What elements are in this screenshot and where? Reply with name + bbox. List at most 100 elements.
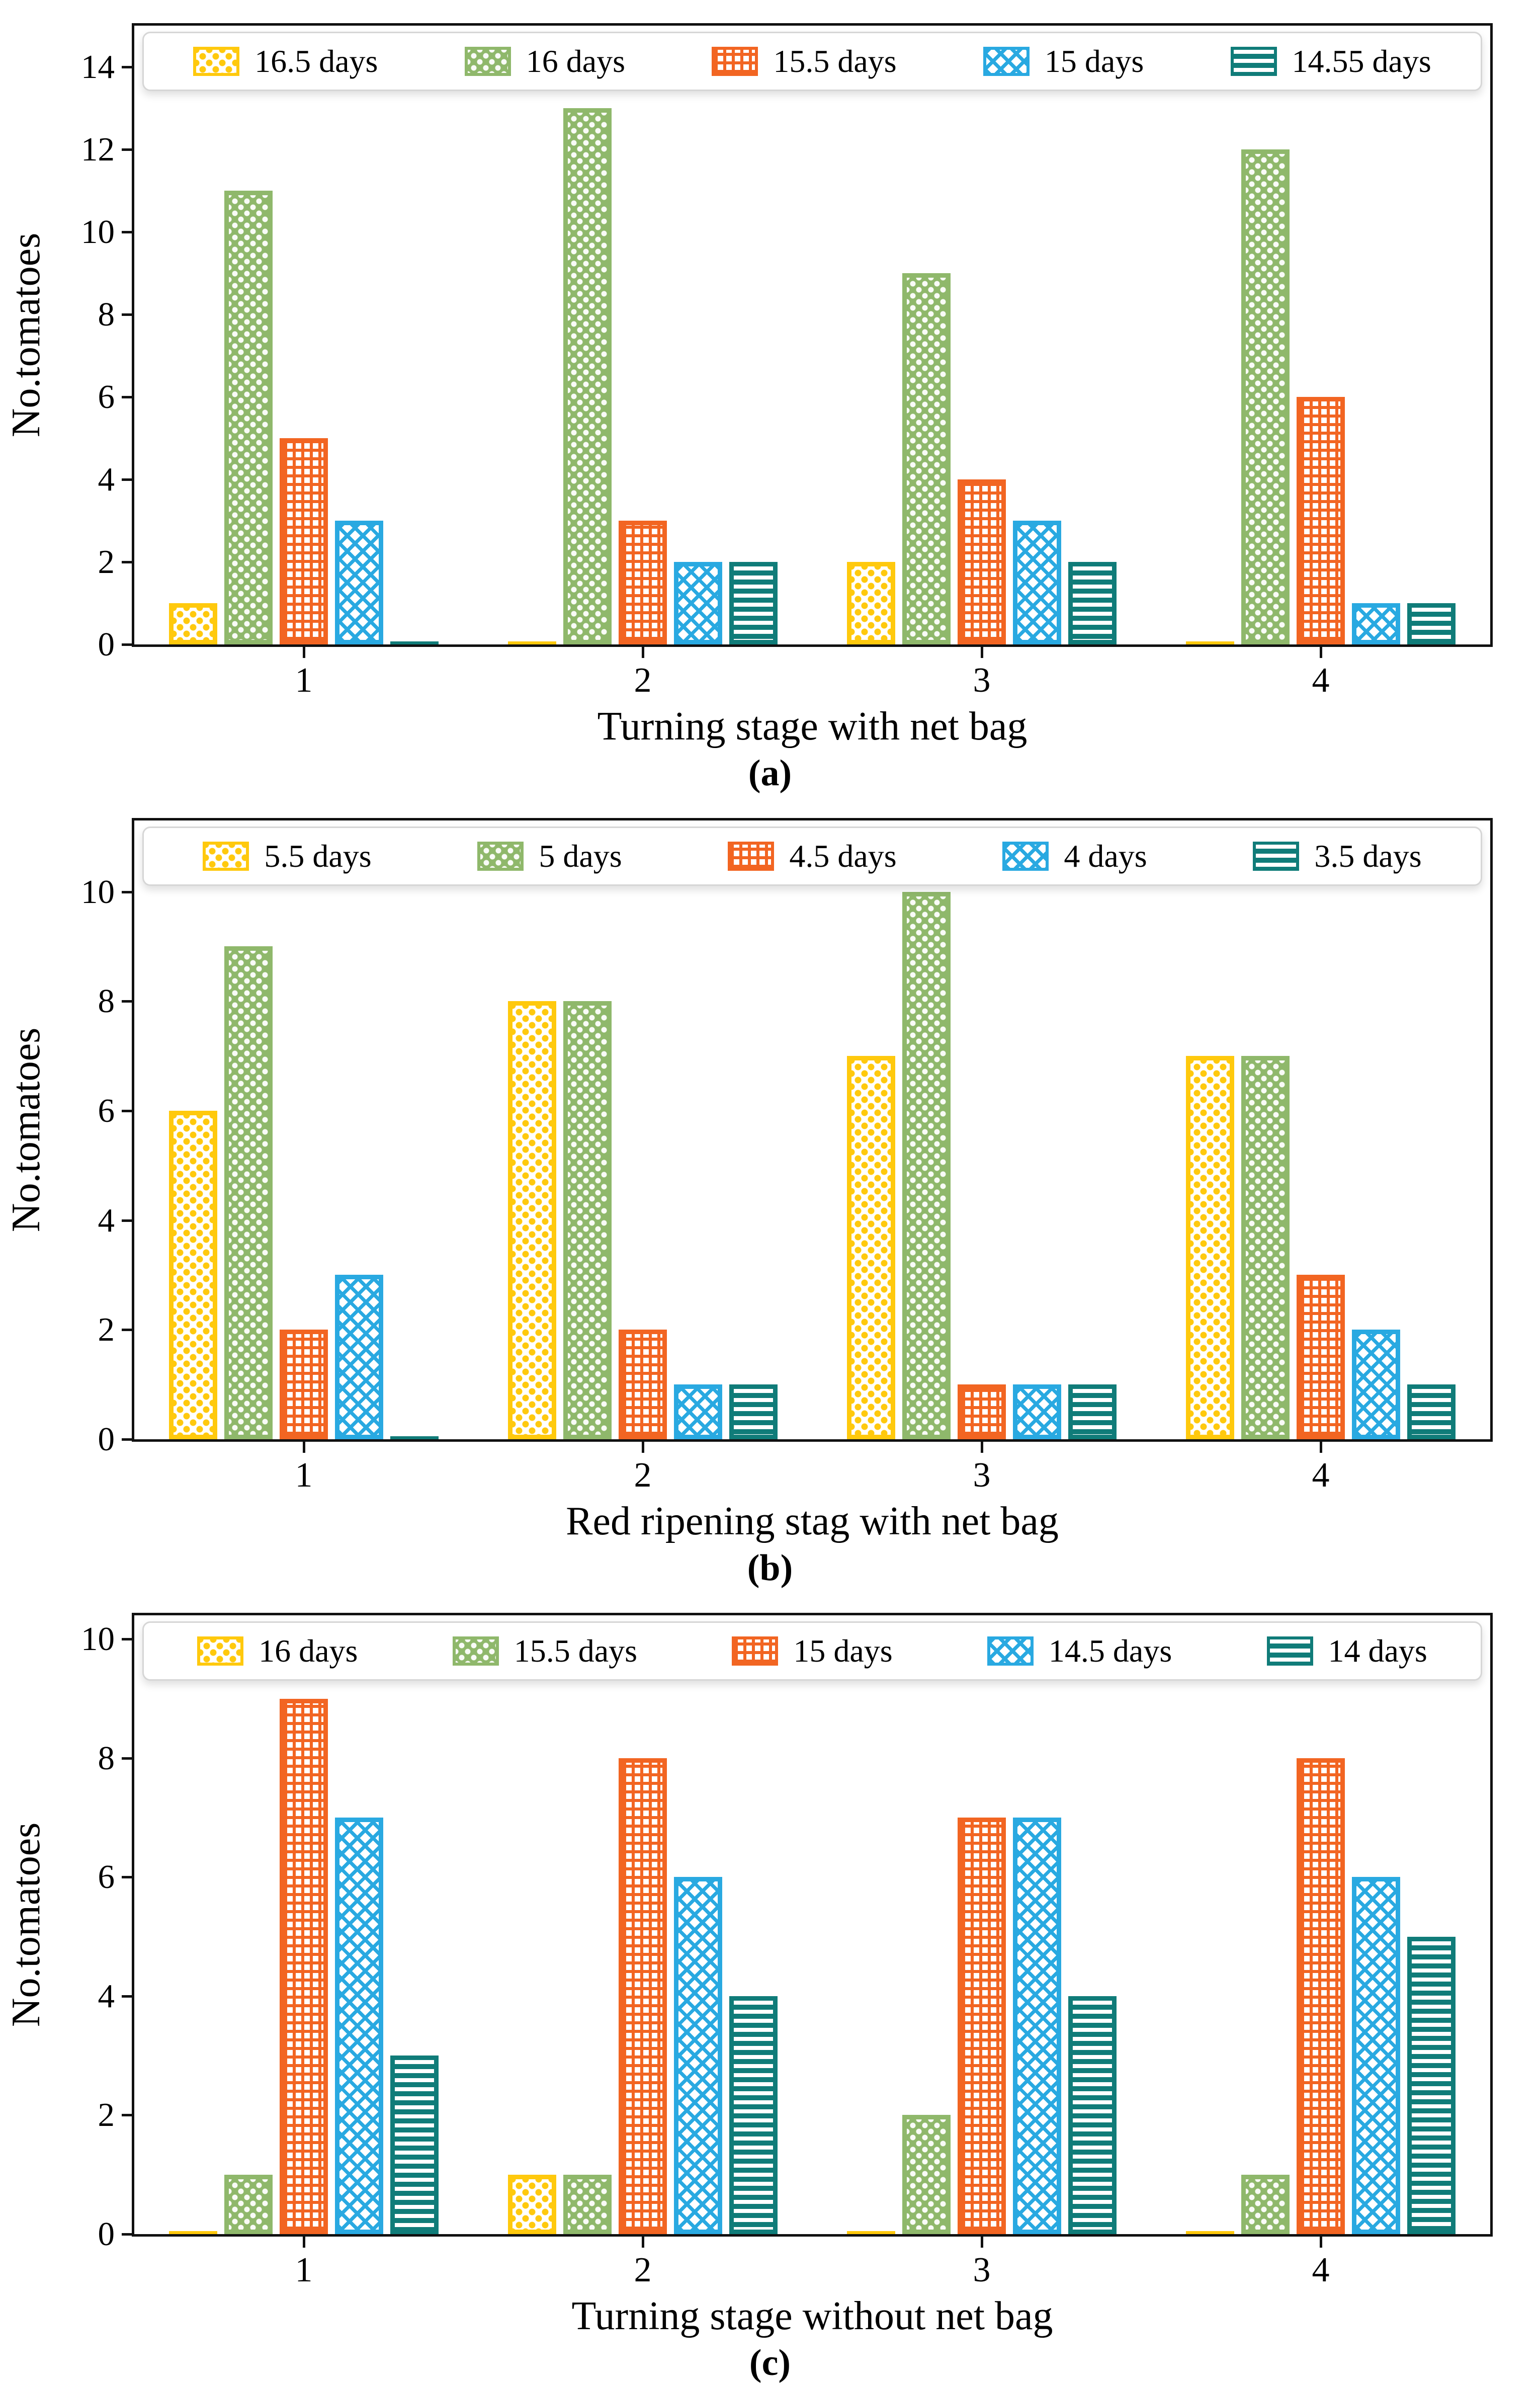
legend-item: 15 days — [732, 1633, 893, 1669]
y-tick-mark — [122, 891, 132, 893]
legend-item: 15.5 days — [452, 1635, 637, 1667]
bar — [563, 1001, 612, 1439]
legend-item: 4 days — [1002, 840, 1147, 872]
y-tick-mark — [122, 1438, 132, 1441]
y-tick-mark — [122, 643, 132, 646]
legend-label: 14.5 days — [1048, 1633, 1172, 1669]
y-tick-label: 8 — [98, 1740, 115, 1777]
y-tick-mark — [122, 231, 132, 233]
legend-item: 14.5 days — [987, 1635, 1172, 1667]
bar — [390, 1436, 439, 1439]
plot-area: 5.5 days 5 days 4.5 days 4 days 3.5 days — [132, 818, 1493, 1442]
y-tick-mark — [122, 1329, 132, 1331]
x-tick-mark — [303, 1442, 305, 1453]
figure-caption: (a) — [748, 753, 792, 794]
legend-swatch-grid-icon — [732, 1636, 779, 1666]
x-tick-label: 2 — [634, 661, 652, 700]
legend-swatch-dots-icon — [203, 842, 249, 871]
y-tick-label: 4 — [98, 1978, 115, 2015]
x-tick-mark — [981, 1442, 983, 1453]
bar — [1013, 1384, 1061, 1439]
bar — [729, 1384, 778, 1439]
y-tick-label: 6 — [98, 378, 115, 416]
bar — [1297, 1275, 1345, 1439]
y-tick-mark — [122, 1000, 132, 1003]
bar — [1352, 1330, 1400, 1439]
legend-label: 5 days — [539, 838, 622, 874]
bar — [1407, 603, 1456, 644]
y-axis-label: No.tomatoes — [4, 232, 48, 438]
legend-swatch-hlines-icon — [1253, 842, 1300, 871]
plot-area: 16.5 days 16 days 15.5 days 15 days 14.55 da… — [132, 23, 1493, 647]
x-axis-label: Red ripening stag with net bag — [566, 1499, 1059, 1543]
figure-caption: (c) — [749, 2342, 791, 2383]
legend-swatch-dots-icon — [193, 47, 240, 76]
legend-swatch-grid-icon — [728, 842, 775, 871]
legend-item: 14.55 days — [1230, 45, 1431, 77]
bar — [619, 1330, 667, 1439]
bar — [169, 1111, 217, 1439]
y-axis-label: No.tomatoes — [4, 1027, 48, 1232]
bar — [563, 2175, 612, 2234]
y-tick-label: 6 — [98, 1092, 115, 1129]
x-tick-mark — [1320, 1442, 1322, 1453]
legend-label: 5.5 days — [264, 838, 372, 874]
legend-item: 16 days — [197, 1635, 358, 1667]
legend-label: 4.5 days — [789, 838, 897, 874]
legend-item: 3.5 days — [1253, 838, 1422, 874]
y-tick-mark — [122, 66, 132, 68]
bar — [847, 1056, 895, 1439]
y-tick-mark — [122, 2233, 132, 2236]
legend-label: 15 days — [1044, 43, 1144, 79]
bar — [169, 603, 217, 644]
x-tick-mark — [1320, 647, 1322, 658]
legend-item: 16.5 days — [193, 45, 378, 77]
chart-figure-b: 5.5 days 5 days 4.5 days 4 days 3.5 days 0 2 4 6… — [0, 795, 1540, 1589]
legend-label: 3.5 days — [1314, 838, 1422, 874]
bar — [1186, 2231, 1234, 2234]
bar — [902, 2115, 951, 2234]
y-tick-label: 2 — [98, 1311, 115, 1348]
y-tick-label: 2 — [98, 543, 115, 581]
bar — [1297, 397, 1345, 644]
y-tick-mark — [122, 1757, 132, 1760]
bar — [1407, 1384, 1456, 1439]
bar — [508, 641, 556, 644]
x-tick-label: 4 — [1312, 1456, 1330, 1495]
legend-swatch-cross-icon — [987, 1636, 1034, 1666]
legend-swatch-stars-icon — [477, 842, 524, 871]
y-tick-label: 8 — [98, 982, 115, 1020]
y-tick-label: 6 — [98, 1858, 115, 1896]
bar — [958, 1818, 1006, 2234]
bar — [280, 1699, 328, 2234]
bar — [1241, 149, 1290, 644]
chart-figure-a: 16.5 days 16 days 15.5 days 15 days 14.55 da… — [0, 0, 1540, 794]
x-tick-mark — [642, 2237, 644, 2248]
bar — [1013, 1818, 1061, 2234]
bar — [280, 438, 328, 644]
legend-label: 16 days — [526, 43, 626, 79]
bar — [1068, 1996, 1117, 2234]
y-tick-mark — [122, 1995, 132, 1998]
legend-swatch-stars-icon — [452, 1636, 499, 1666]
legend-label: 16.5 days — [254, 43, 378, 79]
legend-item: 15 days — [983, 45, 1144, 77]
x-tick-label: 3 — [973, 661, 991, 700]
x-tick-label: 1 — [295, 661, 313, 700]
x-tick-label: 4 — [1312, 661, 1330, 700]
bar — [224, 2175, 273, 2234]
y-tick-mark — [122, 313, 132, 316]
legend-label: 15 days — [793, 1633, 893, 1669]
x-tick-mark — [1320, 2237, 1322, 2248]
legend: 5.5 days 5 days 4.5 days 4 days 3.5 days — [142, 827, 1482, 886]
legend-swatch-grid-icon — [712, 47, 758, 76]
y-tick-label: 0 — [98, 626, 115, 663]
legend-item: 15.5 days — [712, 45, 897, 77]
y-tick-mark — [122, 396, 132, 398]
bar — [390, 641, 439, 644]
legend-item: 14 days — [1266, 1635, 1427, 1667]
bar — [224, 191, 273, 644]
bar — [1068, 562, 1117, 644]
y-tick-label: 0 — [98, 1421, 115, 1458]
legend-swatch-hlines-icon — [1230, 47, 1277, 76]
